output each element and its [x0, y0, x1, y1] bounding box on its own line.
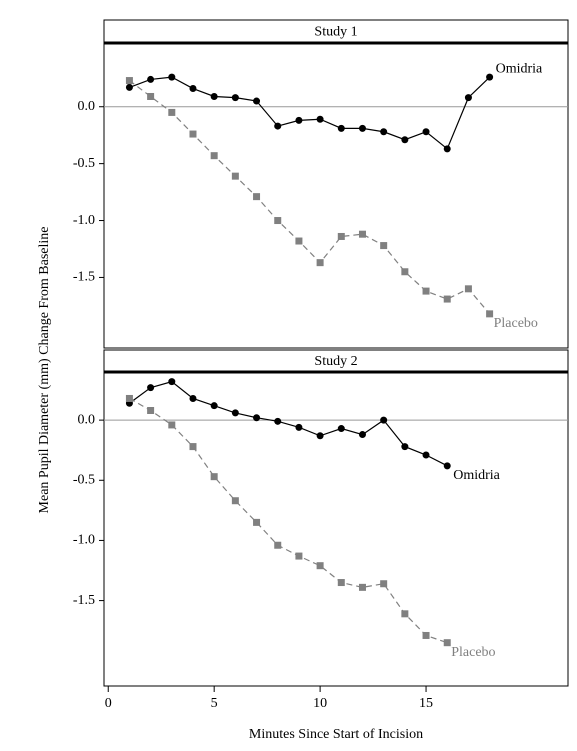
point	[210, 152, 218, 160]
point	[210, 402, 218, 410]
y-tick-label: -0.5	[73, 156, 95, 171]
point	[125, 83, 133, 91]
point	[401, 136, 409, 144]
point	[443, 145, 451, 153]
point	[443, 462, 451, 470]
point	[168, 108, 176, 116]
point	[125, 77, 133, 85]
series-line	[129, 397, 448, 644]
point	[274, 541, 282, 549]
point	[422, 287, 430, 295]
point	[295, 552, 303, 560]
series-label: Placebo	[494, 316, 538, 331]
point	[443, 295, 451, 303]
point	[380, 242, 388, 250]
point	[168, 378, 176, 386]
point	[464, 94, 472, 102]
y-tick-label: -1.5	[73, 270, 95, 285]
point	[147, 384, 155, 392]
point	[147, 75, 155, 83]
y-tick-label: -1.0	[73, 213, 95, 228]
x-tick-label: 0	[105, 696, 112, 711]
point	[189, 85, 197, 93]
point	[316, 432, 324, 440]
panel-title: Study 1	[314, 25, 357, 40]
point	[358, 230, 366, 238]
point	[231, 497, 239, 505]
y-tick-label: 0.0	[78, 99, 96, 114]
series-line	[129, 76, 491, 150]
y-tick-label: -0.5	[73, 472, 95, 487]
point	[168, 73, 176, 81]
point	[380, 128, 388, 136]
point	[147, 406, 155, 414]
plot-frame	[103, 42, 569, 349]
point	[231, 172, 239, 180]
panel-title: Study 2	[314, 354, 357, 369]
point	[358, 583, 366, 591]
point	[401, 610, 409, 618]
point	[422, 451, 430, 459]
x-tick-label: 15	[419, 696, 433, 711]
point	[274, 417, 282, 425]
series-label: Omidria	[496, 61, 543, 76]
point	[464, 285, 472, 293]
point	[401, 268, 409, 276]
point	[274, 122, 282, 130]
x-tick-label: 5	[211, 696, 218, 711]
point	[210, 92, 218, 100]
point	[316, 259, 324, 267]
y-tick-label: -1.0	[73, 533, 95, 548]
point	[168, 421, 176, 429]
point	[189, 443, 197, 451]
point	[253, 518, 261, 526]
point	[337, 579, 345, 587]
x-tick-label: 10	[313, 696, 327, 711]
point	[358, 124, 366, 132]
x-axis-label: Minutes Since Start of Incision	[249, 727, 423, 742]
point	[210, 473, 218, 481]
point	[486, 310, 494, 318]
series-line	[129, 80, 491, 315]
point	[253, 193, 261, 201]
point	[125, 394, 133, 402]
point	[295, 237, 303, 245]
point	[380, 416, 388, 424]
series-label: Omidria	[453, 468, 500, 483]
point	[401, 443, 409, 451]
point	[443, 639, 451, 647]
point	[295, 423, 303, 431]
point	[422, 631, 430, 639]
y-axis-label: Mean Pupil Diameter (mm) Change From Bas…	[37, 227, 52, 514]
y-tick-label: -1.5	[73, 593, 95, 608]
point	[316, 562, 324, 570]
point	[147, 92, 155, 100]
point	[316, 115, 324, 123]
point	[253, 414, 261, 422]
point	[189, 130, 197, 138]
point	[337, 124, 345, 132]
series-label: Placebo	[451, 645, 495, 660]
point	[295, 116, 303, 124]
point	[231, 94, 239, 102]
series-line	[129, 380, 448, 467]
point	[337, 425, 345, 433]
point	[231, 409, 239, 417]
point	[422, 128, 430, 136]
point	[380, 580, 388, 588]
y-tick-label: 0.0	[78, 412, 96, 427]
point	[274, 217, 282, 225]
point	[189, 394, 197, 402]
point	[337, 232, 345, 240]
plot-frame	[103, 371, 569, 687]
point	[358, 431, 366, 439]
point	[486, 73, 494, 81]
point	[253, 97, 261, 105]
